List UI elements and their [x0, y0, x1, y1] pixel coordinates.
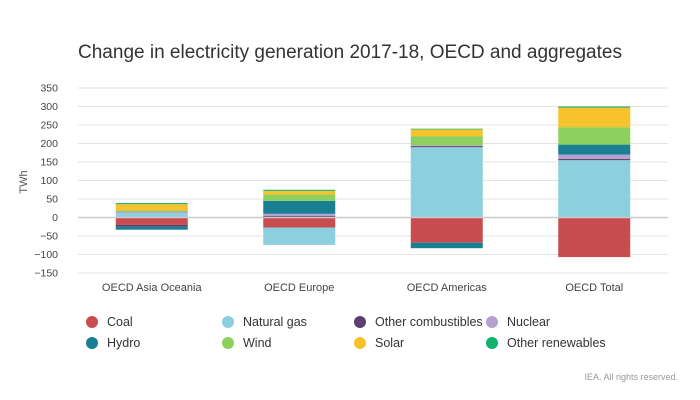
legend: Coal Natural gas Other combustibles Nuclear… [86, 314, 646, 351]
x-axis-labels: OECD Asia Oceania OECD Europe OECD America… [102, 282, 623, 294]
y-tick-label: 100 [40, 175, 58, 187]
y-tick-label: 200 [40, 138, 58, 150]
bar-segment [115, 224, 188, 227]
bar-segment [115, 217, 188, 225]
y-tick-label: 0 [52, 212, 58, 224]
y-tick-label: 50 [46, 194, 58, 206]
bar-segment [115, 204, 188, 211]
x-category-label: OECD Total [565, 282, 623, 294]
bar-segment [558, 144, 631, 155]
bar-segment [115, 226, 188, 230]
legend-swatch [354, 337, 366, 349]
legend-label: Hydro [107, 336, 141, 350]
legend-item[interactable]: Nuclear [486, 314, 626, 330]
y-axis-ticks: 350 300 250 200 150 100 50 0 −50 −100 −150 [34, 83, 58, 280]
x-category-label: OECD Europe [264, 282, 334, 294]
bar-segment [410, 147, 483, 218]
bar-segment [115, 213, 188, 218]
legend-item[interactable]: Other combustibles [354, 314, 486, 330]
legend-swatch [486, 316, 498, 328]
legend-label: Coal [107, 315, 133, 329]
bar-segment [263, 217, 336, 228]
legend-item[interactable]: Solar [354, 335, 486, 351]
y-tick-label: 350 [40, 83, 58, 95]
bar-segment [263, 227, 336, 245]
bar-segment [558, 107, 631, 128]
bar-segment [263, 194, 336, 201]
y-tick-label: 250 [40, 120, 58, 132]
bar-segment [263, 213, 336, 217]
legend-swatch [354, 316, 366, 328]
y-tick-label: 150 [40, 157, 58, 169]
bar-segment [410, 146, 483, 148]
bar-segment [410, 129, 483, 137]
legend-item[interactable]: Natural gas [222, 314, 354, 330]
y-tick-label: −150 [34, 268, 58, 280]
chart-plot: 350 300 250 200 150 100 50 0 −50 −100 −150 OECD As… [18, 83, 668, 294]
legend-swatch [486, 337, 498, 349]
y-tick-label: −50 [40, 231, 58, 243]
y-tick-label: −100 [34, 249, 58, 261]
bar-segment [410, 242, 483, 249]
legend-swatch [86, 316, 98, 328]
legend-label: Nuclear [507, 315, 551, 329]
bar-segment [115, 210, 188, 212]
x-category-label: OECD Americas [407, 282, 488, 294]
bar-segment [115, 203, 188, 205]
bar-segment [558, 154, 631, 160]
bar-segment [410, 136, 483, 146]
bar-segment [410, 217, 483, 243]
bar-segment [558, 159, 631, 161]
bar-segment [263, 200, 336, 214]
legend-label: Wind [243, 336, 272, 350]
bar-segment [558, 106, 631, 108]
bar-segment [410, 128, 483, 130]
legend-swatch [86, 337, 98, 349]
legend-item[interactable]: Coal [86, 314, 222, 330]
bar-segment [558, 127, 631, 145]
legend-swatch [222, 316, 234, 328]
legend-item[interactable]: Hydro [86, 335, 222, 351]
legend-item[interactable]: Other renewables [486, 335, 626, 351]
copyright-footer: IEA. All rights reserved. [584, 372, 678, 382]
legend-label: Natural gas [243, 315, 307, 329]
legend-swatch [222, 337, 234, 349]
chart-title: Change in electricity generation 2017-18… [78, 42, 622, 63]
bar-segment [115, 211, 188, 214]
legend-label: Other combustibles [375, 315, 483, 329]
bar-segment [263, 190, 336, 195]
y-axis-label: TWh [18, 170, 30, 193]
bars [115, 106, 631, 258]
x-category-label: OECD Asia Oceania [102, 282, 203, 294]
bar-segment [410, 145, 483, 147]
legend-label: Other renewables [507, 336, 606, 350]
bar-segment [263, 189, 336, 191]
legend-item[interactable]: Wind [222, 335, 354, 351]
bar-segment [558, 160, 631, 218]
legend-label: Solar [375, 336, 405, 350]
y-tick-label: 300 [40, 101, 58, 113]
bar-segment [558, 217, 631, 258]
